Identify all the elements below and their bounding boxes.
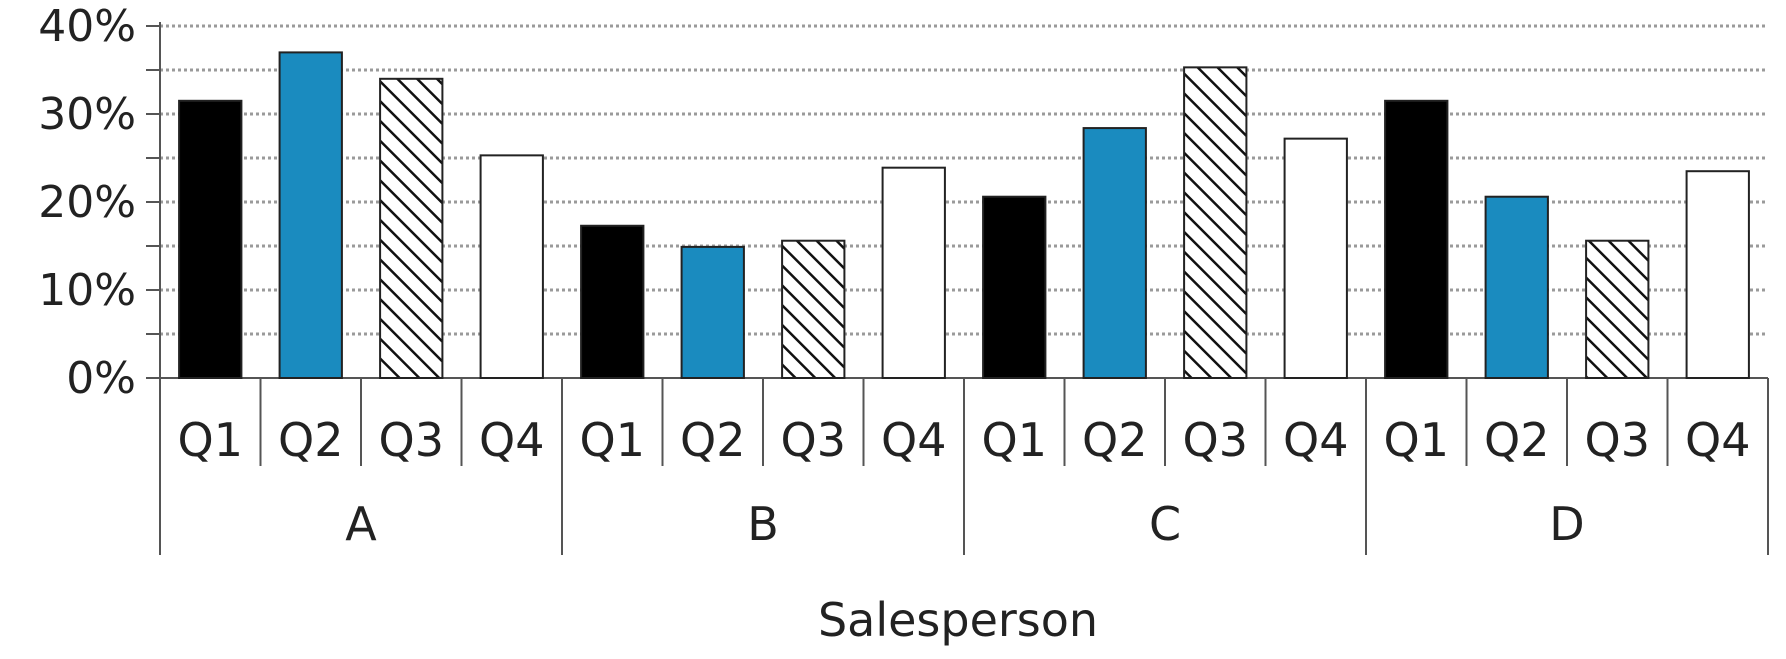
bar-D-Q2 xyxy=(1484,195,1549,379)
x-tick-label-quarter: Q2 xyxy=(680,413,745,467)
y-tick-label: 0% xyxy=(66,353,136,404)
bar-C-Q4 xyxy=(1283,137,1348,379)
y-tick-label: 10% xyxy=(38,265,136,316)
bar-A-Q3 xyxy=(379,77,444,380)
y-tick-label: 40% xyxy=(38,1,136,52)
x-group-label: C xyxy=(1149,497,1181,551)
bar-C-Q2 xyxy=(1082,127,1147,379)
y-tick-label: 20% xyxy=(38,177,136,228)
bar-A-Q1 xyxy=(178,99,243,380)
x-tick-label-quarter: Q1 xyxy=(1384,413,1449,467)
bar-B-Q2 xyxy=(680,245,745,379)
bar-D-Q1 xyxy=(1384,99,1449,380)
bar-B-Q4 xyxy=(881,166,946,379)
x-axis-title: Salesperson xyxy=(818,593,1098,647)
x-group-label: B xyxy=(747,497,779,551)
x-tick-label-quarter: Q3 xyxy=(1183,413,1248,467)
x-tick-label-quarter: Q4 xyxy=(479,413,544,467)
x-tick-label-quarter: Q1 xyxy=(580,413,645,467)
bars xyxy=(178,51,1750,380)
x-tick-label-quarter: Q3 xyxy=(781,413,846,467)
x-group-label: A xyxy=(345,497,377,551)
bar-D-Q3 xyxy=(1585,239,1650,379)
x-tick-label-quarter: Q4 xyxy=(881,413,946,467)
labels: 0% 10% 20% 30% 40% Q1 Q2 Q3 Q4 Q1 Q2 Q3 Q4 Q1 Q2 Q3 Q4 Q1… xyxy=(38,1,1750,551)
bar-C-Q1 xyxy=(982,195,1047,379)
bar-B-Q1 xyxy=(580,224,645,379)
x-tick-label-quarter: Q3 xyxy=(379,413,444,467)
bar-B-Q3 xyxy=(781,239,846,379)
x-group-label: D xyxy=(1549,497,1584,551)
x-tick-label-quarter: Q4 xyxy=(1283,413,1348,467)
x-tick-label-quarter: Q2 xyxy=(1484,413,1549,467)
bar-C-Q3 xyxy=(1183,66,1248,380)
bar-A-Q4 xyxy=(479,154,544,379)
x-tick-label-quarter: Q2 xyxy=(278,413,343,467)
bar-A-Q2 xyxy=(278,51,343,380)
bar-D-Q4 xyxy=(1685,170,1750,379)
x-tick-label-quarter: Q3 xyxy=(1585,413,1650,467)
y-tick-label: 30% xyxy=(38,89,136,140)
x-tick-label-quarter: Q2 xyxy=(1082,413,1147,467)
x-tick-label-quarter: Q1 xyxy=(982,413,1047,467)
x-tick-label-quarter: Q1 xyxy=(178,413,243,467)
x-tick-label-quarter: Q4 xyxy=(1685,413,1750,467)
